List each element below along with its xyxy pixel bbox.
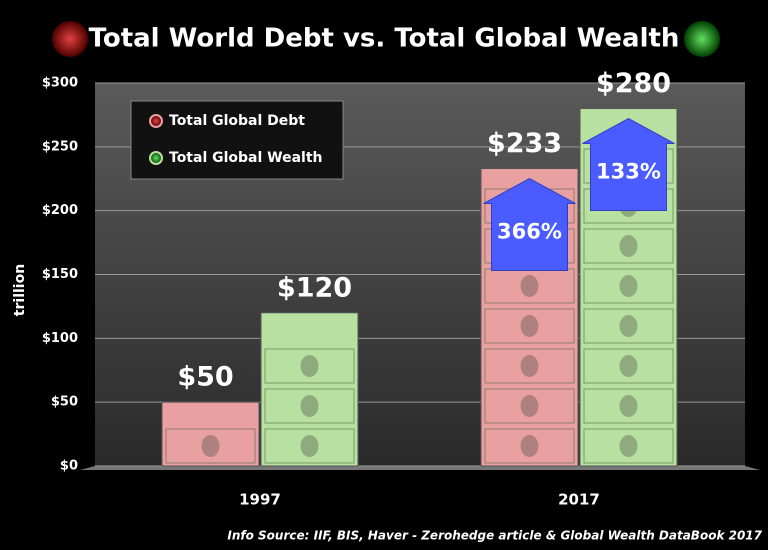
- y-tick-label: $100: [42, 331, 78, 346]
- bill-portrait: [300, 395, 319, 417]
- bill: [165, 428, 256, 464]
- bill-portrait: [619, 315, 638, 337]
- bill-portrait: [300, 435, 319, 457]
- source-note: Info Source: IIF, BIS, Haver - Zerohedge…: [227, 529, 762, 543]
- growth-label: 133%: [596, 160, 661, 184]
- value-label: $233: [487, 128, 562, 159]
- bill-portrait: [619, 355, 638, 377]
- bill: [264, 388, 355, 424]
- x-tick-label: 1997: [239, 491, 281, 509]
- bill-portrait: [520, 275, 539, 297]
- legend-box: [130, 100, 344, 180]
- bill-portrait: [520, 355, 539, 377]
- bill: [264, 348, 355, 384]
- value-label: $50: [177, 362, 233, 393]
- bill-portrait: [619, 275, 638, 297]
- bill: [484, 428, 575, 464]
- bill: [583, 428, 674, 464]
- legend-label: Total Global Debt: [169, 113, 305, 129]
- bill: [484, 388, 575, 424]
- bill: [583, 268, 674, 304]
- bill-portrait: [300, 355, 319, 377]
- bill-portrait: [619, 435, 638, 457]
- bill-portrait: [520, 435, 539, 457]
- bar: [161, 401, 260, 467]
- title-icon: [52, 21, 88, 57]
- legend-swatch: [149, 151, 163, 165]
- y-tick-label: $150: [42, 267, 78, 282]
- y-tick-label: $250: [42, 139, 78, 154]
- bill: [583, 228, 674, 264]
- y-tick-label: $50: [51, 395, 78, 410]
- bill: [484, 308, 575, 344]
- y-tick-label: $200: [42, 203, 78, 218]
- value-label: $120: [277, 272, 352, 303]
- x-tick-label: 2017: [558, 491, 600, 509]
- bill: [583, 348, 674, 384]
- y-tick-label: $0: [60, 459, 78, 474]
- chart-title: Total World Debt vs. Total Global Wealth: [89, 24, 680, 54]
- legend-label: Total Global Wealth: [169, 150, 323, 166]
- bill: [583, 308, 674, 344]
- plot-floor: [80, 466, 760, 470]
- bill-portrait: [520, 395, 539, 417]
- title-icon: [684, 21, 720, 57]
- bill-portrait: [201, 435, 220, 457]
- bill-portrait: [619, 235, 638, 257]
- bill-portrait: [619, 395, 638, 417]
- y-tick-label: $300: [42, 76, 78, 91]
- bill: [264, 428, 355, 464]
- bill: [484, 348, 575, 384]
- y-axis-title: trillion: [12, 264, 28, 316]
- bill-portrait: [520, 315, 539, 337]
- growth-label: 366%: [497, 220, 562, 244]
- legend: Total Global Debt Total Global Wealth: [130, 100, 344, 180]
- legend-swatch: [149, 114, 163, 128]
- growth-arrow: [483, 177, 576, 272]
- bill: [583, 388, 674, 424]
- value-label: $280: [596, 68, 671, 99]
- growth-arrow: [582, 117, 675, 212]
